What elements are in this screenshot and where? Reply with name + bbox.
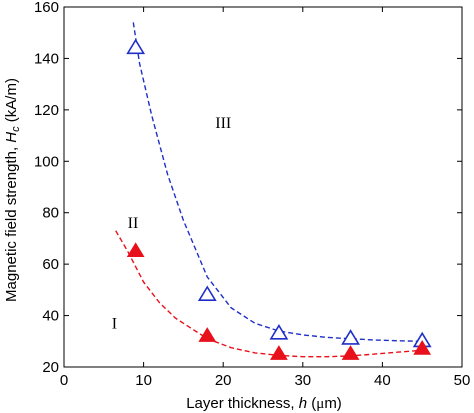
fit-curve-2 (115, 230, 423, 358)
plot-frame (63, 6, 463, 368)
y-tick-label: 40 (42, 308, 59, 325)
x-axis-ticks: 0 10 20 30 40 50 (60, 7, 471, 389)
y-tick-label: 20 (42, 359, 59, 376)
x-tick-label: 20 (215, 372, 232, 389)
filled-triangle-point (341, 345, 360, 360)
y-tick-label: 160 (34, 0, 59, 16)
x-tick-label: 30 (294, 372, 311, 389)
y-tick-label: 140 (34, 50, 59, 67)
filled-triangle-point (126, 242, 145, 257)
x-tick-label: 50 (454, 372, 471, 389)
y-tick-label: 120 (34, 102, 59, 119)
y-axis-ticks: 20 40 60 80 100 120 140 160 (34, 0, 462, 376)
region-label: I (112, 315, 117, 332)
filled-triangle-point (270, 345, 288, 360)
open-triangle-point (126, 38, 146, 55)
open-triangle-point (341, 329, 360, 345)
x-tick-label: 10 (135, 372, 152, 389)
open-triangle-point (269, 324, 289, 340)
fit-curve-1 (132, 22, 423, 342)
data-points (126, 38, 432, 360)
x-axis-label: Layer thickness, h (μm) (186, 395, 342, 412)
y-tick-label: 100 (34, 153, 59, 170)
y-tick-label: 80 (42, 205, 59, 222)
region-label: II (128, 215, 139, 232)
fit-curves (115, 22, 423, 358)
x-tick-label: 0 (60, 372, 68, 389)
filled-triangle-point (413, 340, 432, 355)
filled-triangle-point (198, 327, 217, 342)
y-tick-label: 60 (42, 256, 59, 273)
region-label: III (215, 115, 231, 132)
open-triangle-point (197, 285, 217, 301)
y-axis-label: Magnetic field strength, Hc (kA/m) (3, 78, 22, 302)
x-tick-label: 40 (374, 372, 391, 389)
